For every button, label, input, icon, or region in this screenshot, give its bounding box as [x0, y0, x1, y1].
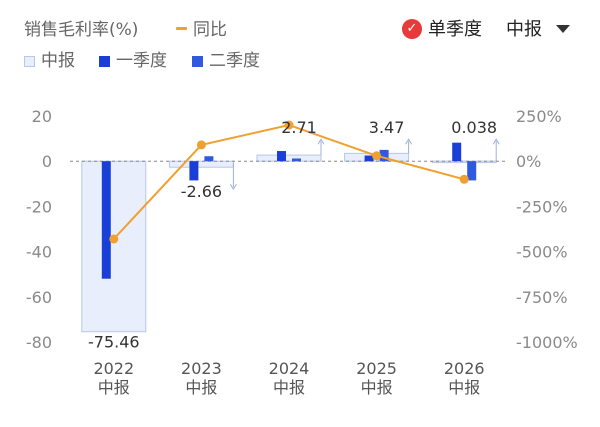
x-tick-period: 中报: [185, 378, 217, 397]
bar-h1: [256, 154, 322, 162]
bar-q2: [204, 156, 214, 162]
right-axis-tick: -500%: [516, 243, 568, 262]
bar-h1: [81, 160, 147, 333]
x-tick-year: 2023: [181, 359, 222, 378]
bar-q1: [364, 155, 374, 162]
x-tick-year: 2026: [444, 359, 485, 378]
yoy-point: [284, 120, 294, 130]
right-axis-tick: -750%: [516, 288, 568, 307]
x-tick-year: 2025: [356, 359, 397, 378]
period-select-value: 中报: [506, 19, 542, 40]
legend-top: 销售毛利率(%) 同比 ✓ 单季度 中报: [24, 17, 584, 43]
q1-swatch: [99, 55, 110, 67]
checkmark-icon: ✓: [402, 18, 422, 39]
data-label-h1: -2.66: [181, 182, 222, 201]
data-label-h1: 0.038: [451, 118, 497, 137]
yoy-line: [113, 124, 465, 240]
bar-q1: [277, 151, 286, 162]
left-axis-tick: 20: [32, 107, 52, 126]
legend-item-h1[interactable]: 中报: [24, 48, 75, 74]
yoy-point: [109, 234, 119, 244]
x-tick-period: 中报: [448, 378, 480, 397]
right-axis-tick: -250%: [516, 197, 568, 216]
legend-metric-title: 销售毛利率(%): [24, 20, 139, 40]
legend-q1-label: 一季度: [116, 51, 167, 71]
bar-q2: [292, 158, 301, 162]
bar-q1: [452, 142, 462, 162]
data-label-h1: -75.46: [88, 333, 140, 352]
left-axis-tick: 0: [42, 152, 52, 171]
left-axis-tick: -40: [26, 243, 52, 262]
right-axis-tick: -1000%: [516, 333, 578, 352]
label-arrow-head: [405, 138, 413, 145]
bar-h1: [431, 160, 497, 164]
x-tick-year: 2024: [269, 359, 310, 378]
dropdown-caret-icon: [556, 24, 570, 33]
label-arrow-head: [317, 138, 325, 145]
label-arrow-head: [492, 138, 500, 145]
yoy-point: [459, 174, 469, 184]
legend-h1-label: 中报: [41, 51, 75, 71]
yoy-line-swatch: [176, 27, 187, 30]
label-arrow-head: [229, 183, 237, 191]
right-axis-tick: 250%: [516, 107, 562, 126]
bar-q1: [101, 161, 111, 279]
x-tick-period: 中报: [273, 378, 305, 397]
legend-yoy-label: 同比: [193, 20, 227, 40]
x-tick-period: 中报: [98, 378, 130, 397]
q2-swatch: [192, 55, 203, 67]
period-select[interactable]: 中报: [506, 17, 570, 43]
legend-item-yoy[interactable]: 同比: [176, 17, 227, 43]
left-axis-tick: -60: [26, 288, 52, 307]
legend-item-q1[interactable]: 一季度: [99, 48, 167, 74]
x-tick-year: 2022: [93, 359, 134, 378]
legend-q2-label: 二季度: [209, 51, 260, 71]
bar-q2: [379, 149, 389, 162]
single-quarter-label: 单季度: [428, 19, 482, 40]
left-axis-tick: -20: [26, 197, 52, 216]
left-axis-tick: -80: [26, 333, 52, 352]
yoy-point: [196, 140, 206, 150]
data-label-h1: 3.47: [369, 118, 405, 137]
h1-swatch: [24, 55, 35, 67]
bar-q1: [189, 161, 199, 181]
yoy-point: [372, 151, 382, 161]
bar-h1: [168, 160, 234, 168]
x-tick-period: 中报: [361, 378, 393, 397]
data-label-h1: 2.71: [281, 118, 317, 137]
bar-q2: [467, 161, 477, 181]
right-axis-tick: 0%: [516, 152, 541, 171]
single-quarter-toggle[interactable]: ✓ 单季度: [402, 17, 482, 43]
legend-series: 中报 一季度 二季度: [24, 48, 324, 74]
legend-item-q2[interactable]: 二季度: [192, 48, 260, 74]
